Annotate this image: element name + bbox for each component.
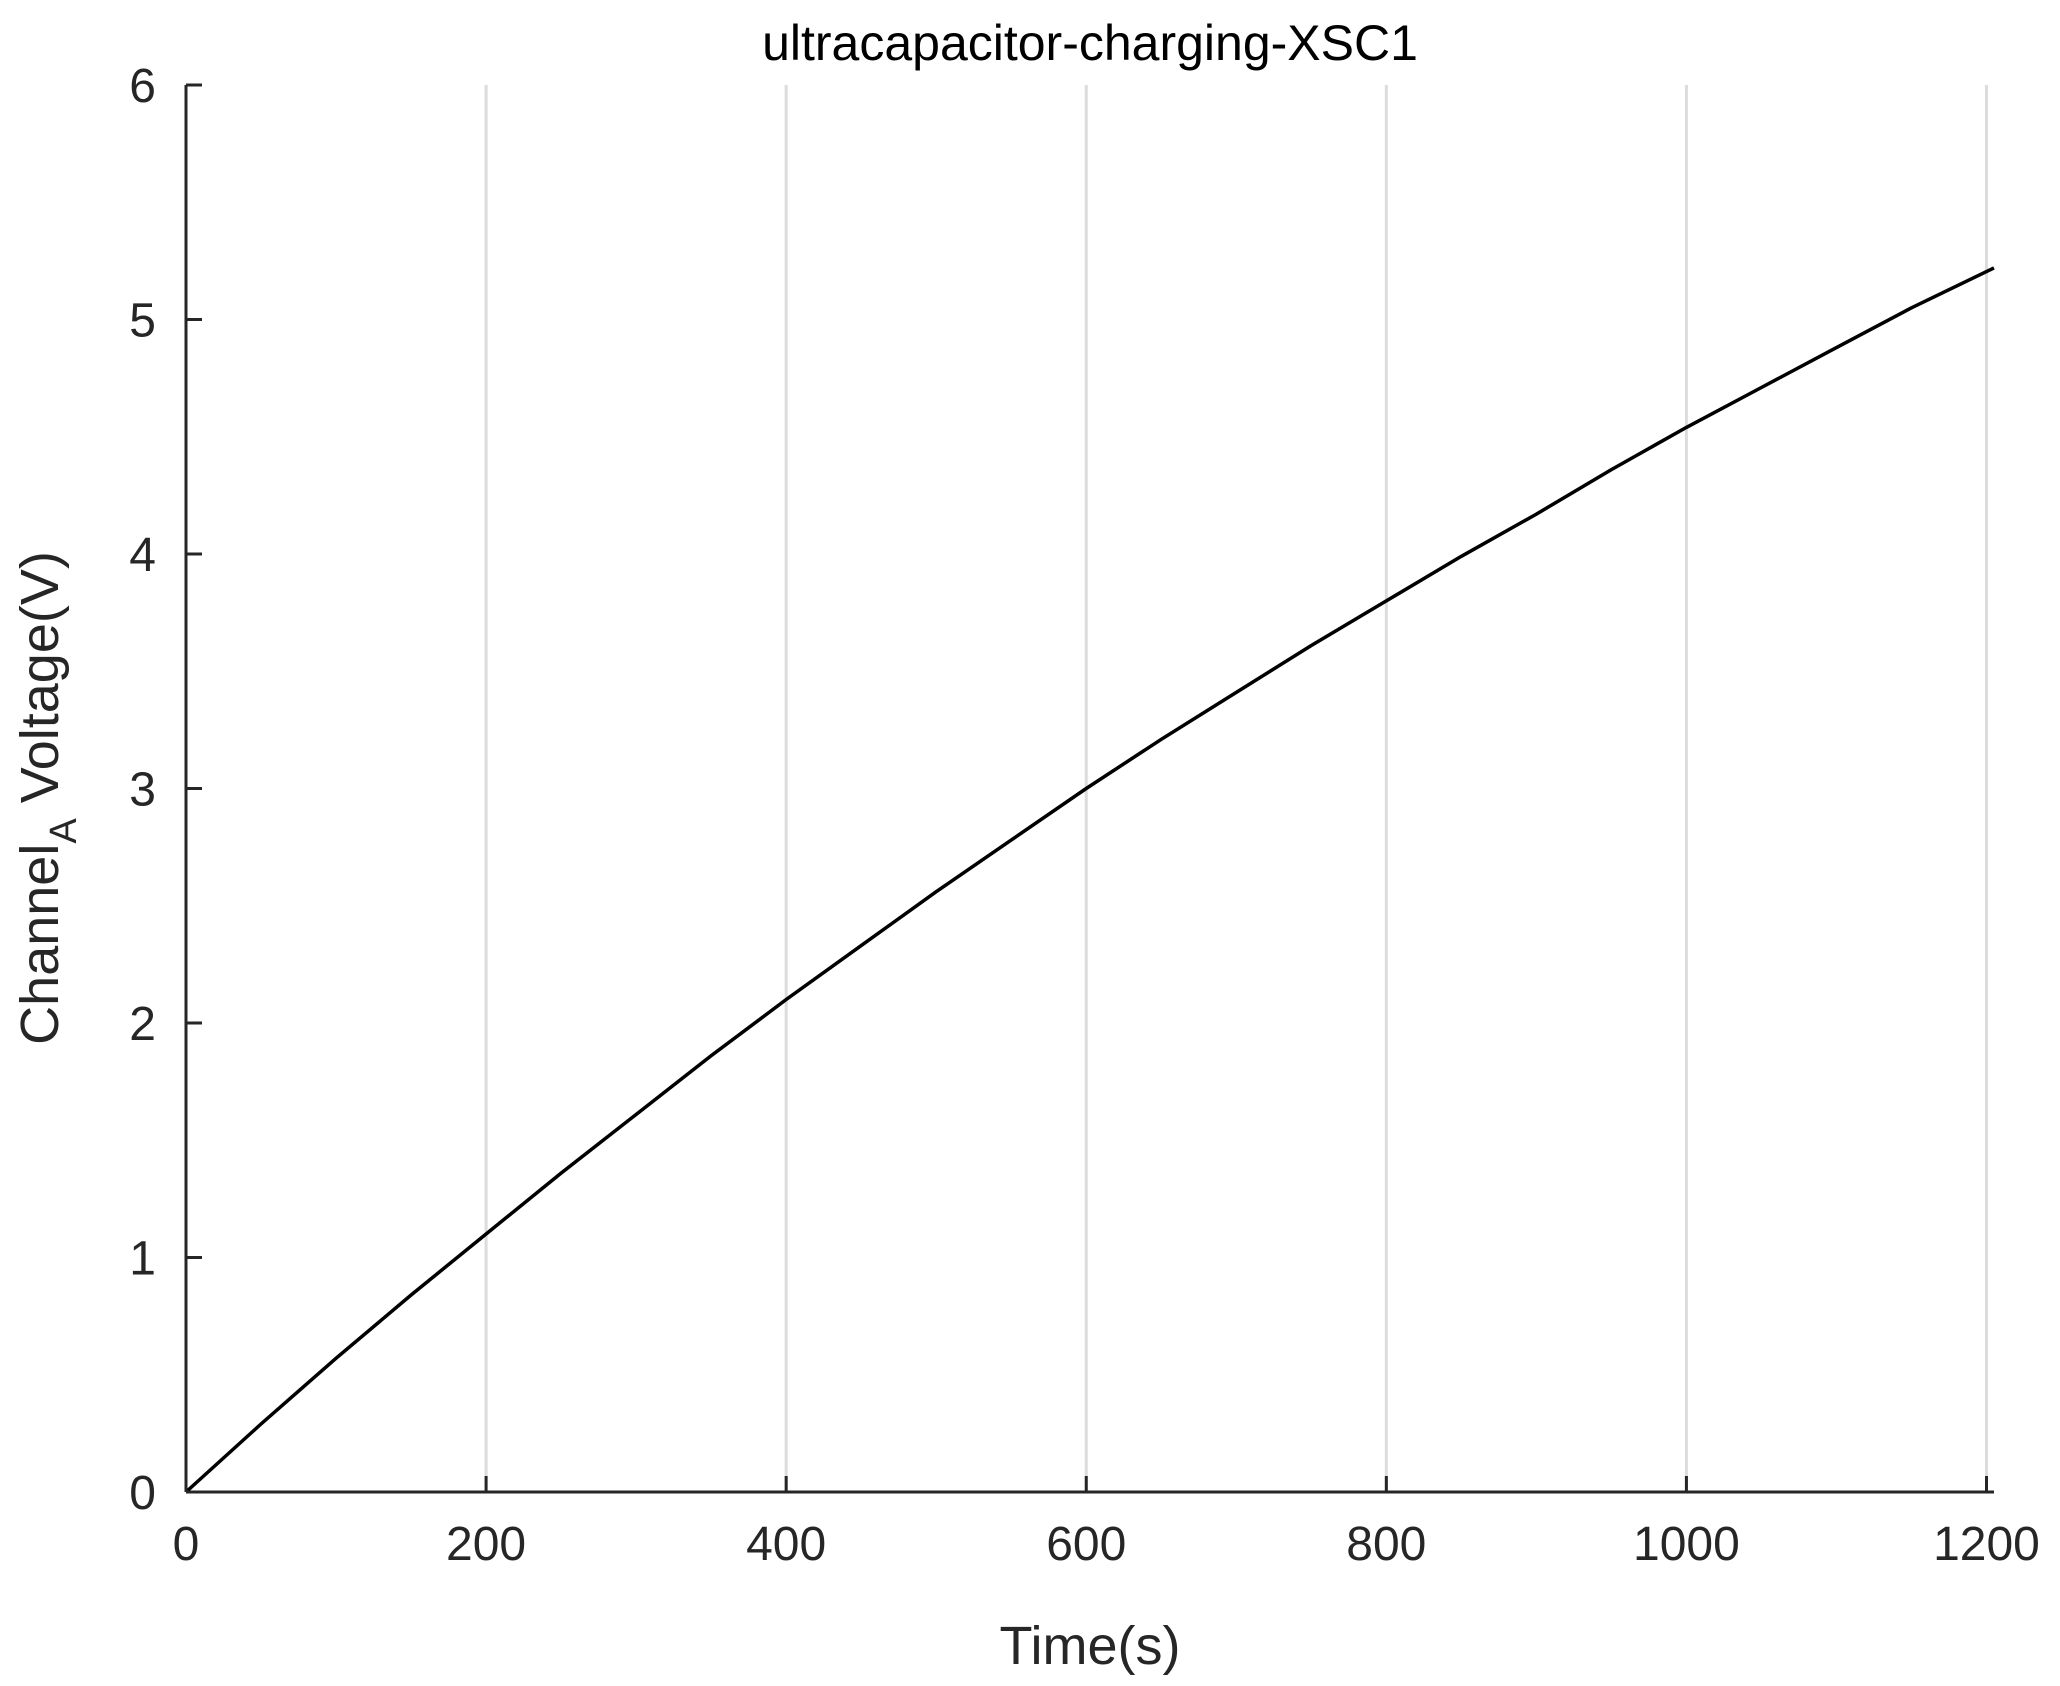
y-tick-label-1: 1 xyxy=(129,1233,156,1286)
chart-title: ultracapacitor-charging-XSC1 xyxy=(762,15,1418,71)
y-tick-label-3: 3 xyxy=(129,764,156,817)
y-axis-label-subscript: A xyxy=(43,818,85,844)
x-tick-label-800: 800 xyxy=(1346,1518,1426,1571)
y-tick-label-5: 5 xyxy=(129,295,156,348)
y-tick-label-6: 6 xyxy=(129,60,156,113)
y-tick-label-2: 2 xyxy=(129,998,156,1051)
y-axis-label-main: Channel xyxy=(10,844,70,1045)
x-tick-label-1200: 1200 xyxy=(1933,1518,2040,1571)
x-tick-label-200: 200 xyxy=(446,1518,526,1571)
series-layer xyxy=(184,266,1995,1494)
series-line-0 xyxy=(184,266,1995,1494)
x-tick-label-1000: 1000 xyxy=(1633,1518,1740,1571)
x-tick-label-600: 600 xyxy=(1046,1518,1126,1571)
y-axis-label-rest: Voltage(V) xyxy=(10,551,70,818)
y-tick-label-0: 0 xyxy=(129,1467,156,1520)
tick-layer: 0 200 400 600 800 1000 1200 0 1 2 3 4 5 6 xyxy=(129,60,2040,1571)
x-tick-label-0: 0 xyxy=(173,1518,200,1571)
x-axis-label: Time(s) xyxy=(1000,1616,1181,1676)
x-tick-label-400: 400 xyxy=(746,1518,826,1571)
y-axis-label: ChannelA Voltage(V) xyxy=(10,551,85,1045)
y-tick-label-4: 4 xyxy=(129,529,156,582)
